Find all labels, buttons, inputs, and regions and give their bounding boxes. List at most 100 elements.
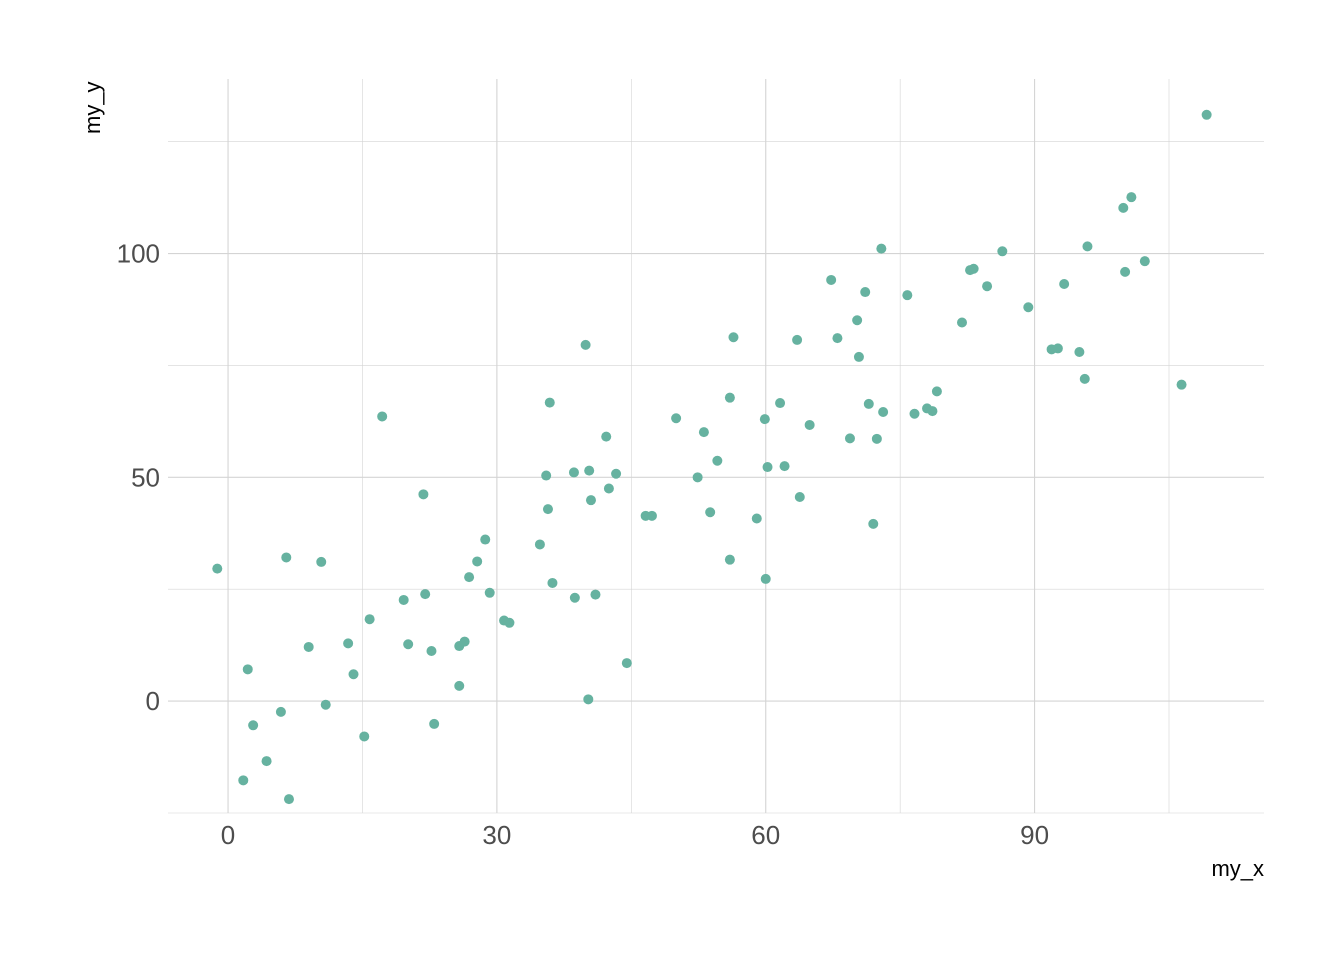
data-point: [712, 455, 723, 466]
data-point: [804, 419, 815, 430]
y-tick-label: 100: [117, 239, 160, 269]
data-point: [1023, 302, 1034, 313]
data-point: [420, 589, 431, 600]
x-axis-title: my_x: [1211, 856, 1264, 881]
data-point: [844, 433, 855, 444]
data-point: [759, 414, 770, 425]
data-point: [751, 513, 762, 524]
data-point: [728, 332, 739, 343]
data-point: [909, 408, 920, 419]
data-point: [580, 339, 591, 350]
data-point: [826, 274, 837, 285]
data-point: [1052, 343, 1063, 354]
data-point: [878, 406, 889, 417]
x-tick-label: 60: [751, 820, 780, 850]
data-point: [480, 534, 491, 545]
data-point: [698, 427, 709, 438]
data-point: [1118, 202, 1129, 213]
data-point: [547, 577, 558, 588]
data-point: [863, 398, 874, 409]
x-tick-label: 90: [1020, 820, 1049, 850]
y-axis-title: my_y: [80, 81, 105, 134]
data-point: [692, 472, 703, 483]
data-point: [418, 489, 429, 500]
data-point: [283, 794, 294, 805]
data-point: [968, 263, 979, 274]
data-point: [982, 281, 993, 292]
data-point: [1201, 109, 1212, 120]
data-point: [248, 720, 259, 731]
data-point: [603, 483, 614, 494]
data-point: [997, 246, 1008, 257]
data-point: [377, 411, 388, 422]
data-point: [426, 645, 437, 656]
data-point: [611, 468, 622, 479]
y-tick-label: 0: [146, 686, 160, 716]
data-point: [760, 573, 771, 584]
data-point: [927, 406, 938, 417]
data-point: [542, 504, 553, 515]
data-point: [303, 641, 314, 652]
data-point: [238, 775, 249, 786]
data-point: [902, 290, 913, 301]
data-point: [956, 317, 967, 328]
data-point: [316, 556, 327, 567]
x-tick-label: 30: [482, 820, 511, 850]
data-point: [343, 638, 354, 649]
data-point: [403, 639, 414, 650]
data-point: [775, 398, 786, 409]
data-point: [569, 592, 580, 603]
data-point: [320, 699, 331, 710]
data-point: [1176, 379, 1187, 390]
data-point: [454, 680, 465, 691]
data-point: [348, 669, 359, 680]
data-point: [1079, 373, 1090, 384]
tick-labels: 0 30 60 90 0 50 100: [117, 239, 1049, 850]
data-point: [762, 462, 773, 473]
y-tick-label: 50: [131, 462, 160, 492]
data-point: [464, 572, 475, 583]
data-point: [868, 518, 879, 529]
data-point: [544, 397, 555, 408]
data-point: [1139, 256, 1150, 267]
data-point: [724, 392, 735, 403]
data-point: [472, 556, 483, 567]
data-point: [590, 589, 601, 600]
data-point: [671, 413, 682, 424]
data-point: [364, 614, 375, 625]
data-point: [792, 334, 803, 345]
data-point: [1120, 266, 1131, 277]
data-point: [646, 510, 657, 521]
data-point: [275, 706, 286, 717]
data-point: [860, 287, 871, 298]
data-point: [621, 658, 632, 669]
data-point: [832, 333, 843, 344]
grid: [168, 79, 1264, 814]
data-point: [583, 694, 594, 705]
data-point: [398, 594, 409, 605]
x-tick-label: 0: [221, 820, 235, 850]
data-point: [601, 431, 612, 442]
data-point: [541, 470, 552, 481]
data-point: [705, 507, 716, 518]
data-point: [779, 461, 790, 472]
data-point: [261, 756, 272, 767]
data-point: [1059, 278, 1070, 289]
data-point: [794, 492, 805, 503]
data-point: [871, 433, 882, 444]
data-point: [876, 243, 887, 254]
data-point: [585, 495, 596, 506]
data-point: [212, 563, 223, 574]
data-point: [1126, 192, 1137, 203]
data-point: [504, 617, 515, 628]
data-point: [459, 636, 470, 647]
data-point: [534, 539, 545, 550]
data-point: [931, 386, 942, 397]
data-point: [359, 731, 370, 742]
data-point: [484, 587, 495, 598]
data-point: [852, 315, 863, 326]
data-point: [429, 718, 440, 729]
data-point: [853, 351, 864, 362]
points: [212, 109, 1212, 805]
